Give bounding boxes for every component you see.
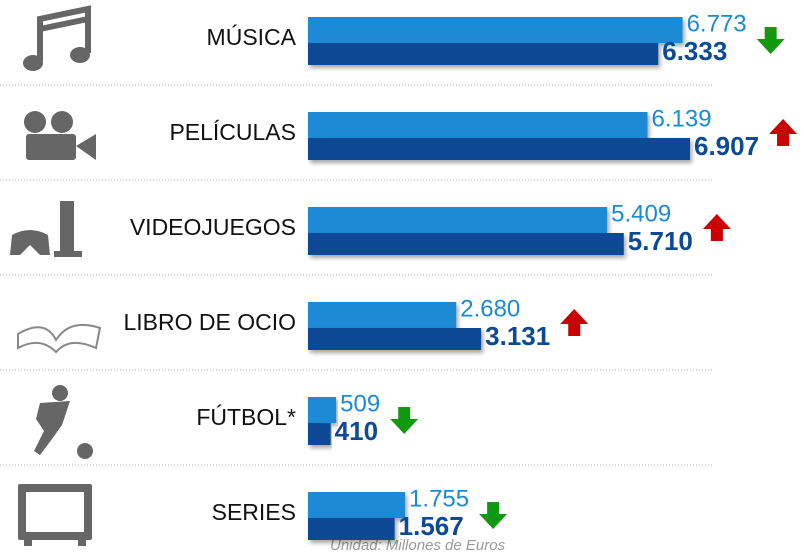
icon-shape [10,230,50,255]
value-label: 6.773 [687,10,747,37]
trend-arrow [479,502,508,529]
icon [17,324,102,354]
icon-shape [70,47,90,63]
value-label: 6.139 [652,105,712,132]
trend-arrow [769,119,798,146]
value-label: 410 [335,416,378,446]
category-label: PELÍCULAS [169,119,296,145]
icon-shape [24,111,46,133]
category-label: MÚSICA [207,24,297,50]
icon-shape [60,201,74,253]
icon [24,111,96,160]
bar [308,43,659,65]
value-label: 509 [340,390,380,417]
trend-arrow [702,214,731,241]
icon-shape [26,492,84,532]
bar [308,328,482,350]
category-label: FÚTBOL* [196,404,296,430]
value-label: 5.409 [611,200,671,227]
icon-shape [23,55,43,71]
category-label: LIBRO DE OCIO [123,309,296,335]
icon-shape [54,251,82,257]
bar [308,492,406,518]
trend-arrow [390,407,419,434]
icon [10,201,82,257]
icon-shape [51,111,73,133]
icon [18,484,92,546]
bar [308,17,683,43]
icon [23,5,91,71]
value-label: 1.567 [399,511,464,541]
note: Unidad: Millones de Euros [330,537,506,554]
icon-shape [17,324,102,354]
icon-shape [24,540,32,546]
value-label: 6.907 [694,131,759,161]
category-label: SERIES [212,499,296,525]
icon [34,385,93,459]
bar [308,302,457,328]
value-label: 1.755 [409,485,469,512]
icon-shape [52,385,68,401]
icon-shape [76,134,96,160]
value-label: 2.680 [460,295,520,322]
value-label: 3.131 [485,321,550,351]
value-label: 5.710 [628,226,693,256]
icon-shape [26,134,76,160]
bar [308,207,608,233]
bar [308,138,690,160]
trend-arrow [756,27,785,54]
bar [308,112,648,138]
category-label: VIDEOJUEGOS [130,214,296,240]
icon-shape [78,540,86,546]
bar [308,233,624,255]
bar [308,518,395,540]
icon-shape [37,5,91,61]
bar [308,423,331,445]
trend-arrow [560,309,589,336]
value-label: 6.333 [662,36,727,66]
icon-shape [77,443,93,459]
icon-shape [34,401,70,455]
bar [308,397,337,423]
